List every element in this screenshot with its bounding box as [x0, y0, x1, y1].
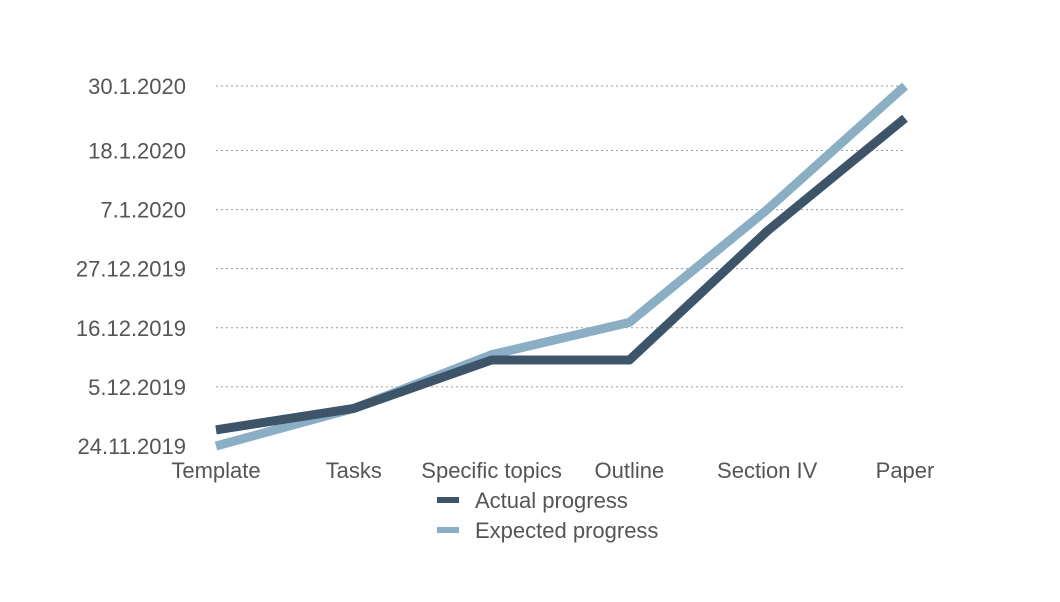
legend: Actual progress Expected progress	[437, 488, 658, 543]
y-tick-label: 24.11.2019	[78, 434, 186, 459]
y-tick-label: 16.12.2019	[76, 316, 186, 341]
x-tick-label: Specific topics	[421, 458, 562, 483]
series-line-expected-progress	[214, 82, 909, 451]
y-tick-label: 30.1.2020	[88, 74, 186, 99]
y-tick-label: 5.12.2019	[88, 375, 186, 400]
y-axis-tick-labels: 24.11.2019 5.12.2019 16.12.2019 27.12.2019 7…	[76, 74, 186, 459]
x-tick-label: Outline	[595, 458, 665, 483]
y-tick-label: 27.12.2019	[76, 257, 186, 282]
y-tick-label: 18.1.2020	[88, 138, 186, 163]
y-tick-label: 7.1.2020	[100, 198, 186, 223]
series-lines	[214, 82, 909, 451]
x-tick-label: Tasks	[326, 458, 382, 483]
x-tick-label: Section IV	[717, 458, 818, 483]
series-line-actual-progress	[215, 114, 908, 435]
x-tick-label: Paper	[876, 458, 935, 483]
x-tick-label: Template	[171, 458, 260, 483]
legend-label: Actual progress	[475, 488, 628, 513]
legend-label: Expected progress	[475, 518, 658, 543]
x-axis-tick-labels: Template Tasks Specific topics Outline Secti…	[171, 458, 934, 483]
